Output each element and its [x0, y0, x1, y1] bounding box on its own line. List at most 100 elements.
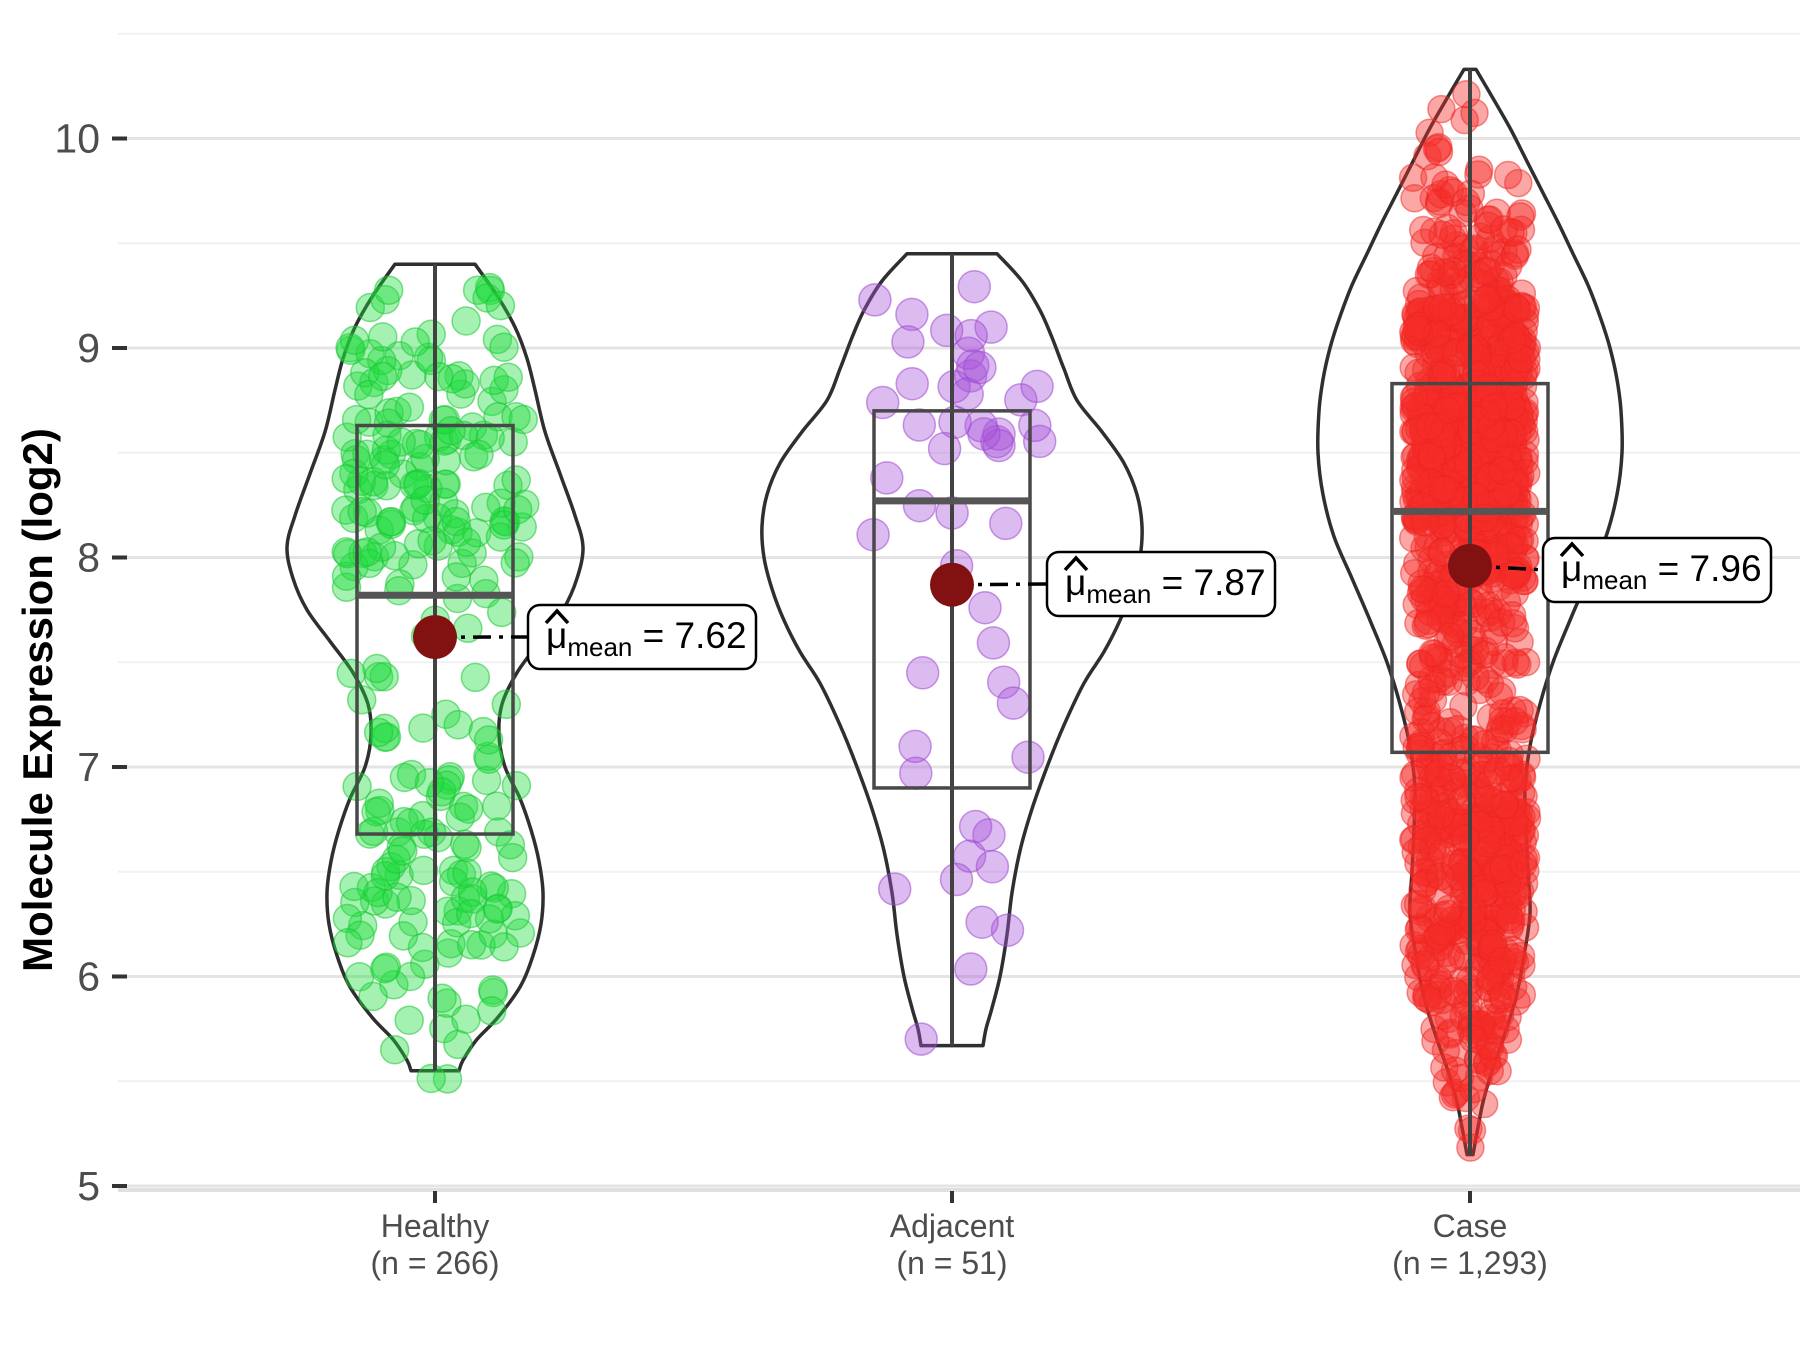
jitter-point: [491, 689, 522, 720]
y-tick-label: 6: [77, 954, 100, 1000]
jitter-point: [416, 319, 446, 350]
jitter-point: [1408, 575, 1437, 604]
jitter-point: [1402, 314, 1431, 344]
jitter-point: [1492, 479, 1521, 508]
jitter-point: [394, 392, 425, 422]
jitter-point: [386, 427, 417, 457]
jitter-point: [388, 921, 419, 951]
jitter-point: [1452, 667, 1481, 696]
jitter-point: [427, 983, 457, 1013]
jitter-point: [352, 439, 382, 470]
jitter-point: [1416, 253, 1446, 283]
jitter-point: [354, 379, 384, 410]
jitter-point: [471, 492, 501, 523]
mean-label-box: [1045, 550, 1277, 618]
jitter-point: [1427, 717, 1457, 746]
jitter-point: [898, 729, 932, 764]
mean-label: μmean = 7.87: [1045, 550, 1277, 618]
jitter-point: [431, 699, 461, 729]
jitter-point: [1399, 383, 1429, 412]
jitter-points: [1398, 79, 1542, 1162]
jitter-point: [1507, 344, 1536, 374]
jitter-point: [331, 464, 361, 494]
jitter-point: [482, 791, 512, 821]
jitter-point: [1420, 163, 1449, 192]
jitter-point: [1480, 393, 1509, 422]
jitter-point: [370, 953, 400, 984]
jitter-point: [451, 527, 482, 558]
jitter-point: [1418, 639, 1447, 668]
jitter-point: [432, 988, 462, 1018]
jitter-point: [1510, 913, 1540, 942]
jitter-point: [448, 791, 479, 822]
jitter-point: [990, 913, 1025, 947]
jitter-point: [500, 548, 530, 578]
jitter-point: [1483, 756, 1512, 785]
mu-hat-icon: [1063, 555, 1089, 572]
jitter-point: [1452, 79, 1481, 109]
jitter-point: [1426, 603, 1455, 633]
jitter-point: [877, 872, 912, 906]
jitter-point: [1475, 1056, 1505, 1086]
mean-dot: [1448, 543, 1492, 588]
x-axis-label: Case: [1433, 1208, 1508, 1244]
jitter-point: [1422, 134, 1452, 164]
jitter-point: [431, 445, 461, 476]
mu-hat-icon: [1559, 541, 1585, 558]
jitter-point: [416, 1063, 446, 1094]
jitter-point: [982, 417, 1016, 451]
jitter-point: [455, 898, 486, 929]
jitter-point: [476, 996, 507, 1026]
jitter-point: [1451, 824, 1481, 853]
jitter-point: [379, 1034, 410, 1065]
jitter-point: [1436, 944, 1466, 973]
jitter-point: [1018, 408, 1052, 443]
jitter-point: [858, 283, 892, 317]
boxplot-box: [872, 409, 1032, 790]
jitter-point: [474, 272, 505, 303]
jitter-point: [474, 904, 505, 934]
jitter-point: [870, 461, 904, 495]
jitter-point: [1483, 1056, 1512, 1086]
jitter-point: [443, 710, 473, 740]
jitter-point: [376, 507, 407, 537]
jitter-point: [469, 565, 499, 595]
jitter-point: [1511, 647, 1541, 677]
jitter-point: [1503, 235, 1532, 264]
jitter-point: [1497, 601, 1527, 630]
jitter-point: [358, 816, 389, 847]
jitter-point: [1458, 906, 1487, 935]
jitter-point: [1400, 184, 1429, 213]
jitter-point: [471, 765, 502, 796]
jitter-point: [500, 900, 531, 931]
jitter-point: [1439, 976, 1468, 1006]
jitter-point: [451, 306, 481, 336]
jitter-point: [1412, 826, 1442, 855]
jitter-point: [489, 932, 519, 962]
jitter-point: [1460, 98, 1489, 128]
jitter-point: [347, 496, 377, 527]
mean-dot: [930, 562, 974, 607]
jitter-point: [408, 855, 439, 886]
jitter-point: [1503, 881, 1532, 911]
jitter-point: [1401, 837, 1430, 867]
jitter-point: [1434, 894, 1464, 924]
x-axis-sublabel: (n = 266): [371, 1245, 500, 1281]
jitter-point: [368, 322, 398, 352]
jitter-point: [384, 575, 414, 606]
jitter-point: [1506, 334, 1536, 363]
jitter-point: [1415, 118, 1444, 148]
jitter-point: [502, 494, 533, 525]
mu-hat-icon: [544, 608, 570, 625]
jitter-point: [1488, 946, 1517, 976]
jitter-point: [456, 930, 487, 960]
jitter-point: [1470, 285, 1500, 314]
jitter-point: [974, 310, 1008, 344]
jitter-point: [1488, 456, 1517, 485]
y-tick-label: 7: [77, 744, 100, 790]
jitter-point: [483, 817, 514, 847]
jitter-point: [441, 562, 472, 592]
jitter-points: [331, 272, 540, 1094]
jitter-point: [1474, 784, 1504, 813]
